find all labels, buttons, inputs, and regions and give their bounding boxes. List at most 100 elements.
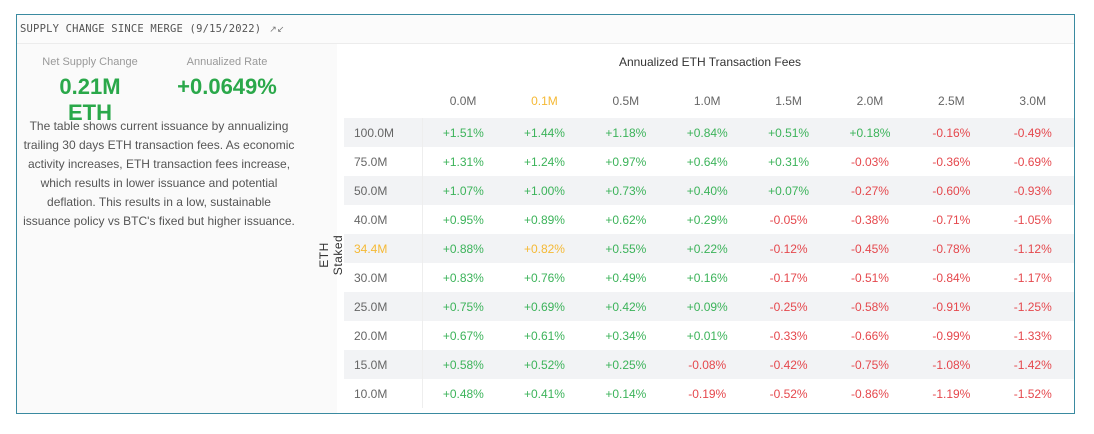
issuance-cell: +0.61% xyxy=(523,328,565,343)
issuance-cell: -1.42% xyxy=(992,350,1074,379)
issuance-cell: -0.71% xyxy=(932,212,971,227)
issuance-cell: +0.51% xyxy=(747,118,830,147)
row-axis-label: ETH Staked xyxy=(317,234,345,276)
issuance-cell: +1.51% xyxy=(422,118,504,147)
column-header-row: 0.0M 0.1M 0.5M 1.0M 1.5M 2.0M 2.5M 3.0M xyxy=(344,84,1074,118)
summary-panel: Net Supply Change 0.21M ETH Annualized R… xyxy=(17,44,337,413)
issuance-cell: -0.17% xyxy=(769,270,808,285)
column-header: 2.5M xyxy=(938,94,965,108)
issuance-cell: +1.24% xyxy=(523,154,565,169)
issuance-cell: -0.91% xyxy=(910,292,993,321)
supply-change-card: SUPPLY CHANGE SINCE MERGE (9/15/2022) ↗↙… xyxy=(16,14,1075,414)
issuance-cell: +0.42% xyxy=(585,292,667,321)
issuance-cell: -1.19% xyxy=(932,386,971,401)
issuance-cell: -0.78% xyxy=(910,234,993,263)
issuance-cell: +0.29% xyxy=(686,212,728,227)
issuance-cell: +0.31% xyxy=(768,154,810,169)
issuance-cell: +0.01% xyxy=(686,328,728,343)
issuance-cell: +0.83% xyxy=(442,270,484,285)
issuance-cell: +0.16% xyxy=(686,270,728,285)
column-header: 0.0M xyxy=(449,94,477,108)
table-row: 34.4M +0.88% +0.82% +0.55% +0.22% -0.12% -0.45… xyxy=(344,234,1074,263)
collapse-arrows-icon[interactable]: ↗↙ xyxy=(269,23,285,34)
issuance-table: 0.0M 0.1M 0.5M 1.0M 1.5M 2.0M 2.5M 3.0M 100.0M +… xyxy=(344,84,1074,408)
issuance-cell: -1.12% xyxy=(992,234,1074,263)
row-label: 75.0M xyxy=(344,147,423,176)
issuance-cell: -0.69% xyxy=(1013,154,1052,169)
issuance-cell: -0.75% xyxy=(829,350,911,379)
issuance-cell: -0.45% xyxy=(829,234,911,263)
issuance-cell: +0.58% xyxy=(422,350,504,379)
issuance-cell: -0.12% xyxy=(747,234,830,263)
issuance-cell: -0.16% xyxy=(910,118,993,147)
issuance-cell: +0.75% xyxy=(422,292,504,321)
table-row: 20.0M +0.67% +0.61% +0.34% +0.01% -0.33% -0.66… xyxy=(344,321,1074,350)
issuance-cell: -0.03% xyxy=(850,154,889,169)
issuance-cell: +0.18% xyxy=(829,118,911,147)
issuance-cell: -1.25% xyxy=(992,292,1074,321)
issuance-cell: +0.52% xyxy=(503,350,586,379)
issuance-cell: -0.33% xyxy=(769,328,808,343)
issuance-cell: +0.48% xyxy=(442,386,484,401)
issuance-cell: -1.05% xyxy=(1013,212,1052,227)
issuance-cell: -0.99% xyxy=(932,328,971,343)
issuance-cell: +1.18% xyxy=(585,118,667,147)
card-title: SUPPLY CHANGE SINCE MERGE (9/15/2022) xyxy=(20,23,262,35)
issuance-cell: +0.82% xyxy=(503,234,586,263)
table-row: 30.0M +0.83% +0.76% +0.49% +0.16% -0.17% -0.51… xyxy=(344,263,1074,292)
issuance-cell: +1.00% xyxy=(503,176,586,205)
column-header: 0.1M xyxy=(531,94,558,108)
issuance-cell: +0.62% xyxy=(605,212,647,227)
annualized-rate-stat: Annualized Rate +0.0649% xyxy=(167,56,287,100)
issuance-cell: -0.60% xyxy=(910,176,993,205)
row-label: 50.0M xyxy=(344,176,423,205)
row-label: 100.0M xyxy=(344,118,423,147)
annualized-rate-value: +0.0649% xyxy=(177,74,277,99)
row-label: 40.0M xyxy=(344,205,423,234)
card-header: SUPPLY CHANGE SINCE MERGE (9/15/2022) ↗↙ xyxy=(17,15,1074,44)
issuance-cell: +0.73% xyxy=(585,176,667,205)
issuance-cell: +1.31% xyxy=(442,154,484,169)
issuance-cell: +0.22% xyxy=(666,234,748,263)
issuance-cell: +1.07% xyxy=(422,176,504,205)
issuance-cell: -0.93% xyxy=(992,176,1074,205)
description: The table shows current issuance by annu… xyxy=(23,119,295,228)
table-row: 10.0M +0.48% +0.41% +0.14% -0.19% -0.52% -0.86… xyxy=(344,379,1074,408)
issuance-cell: -0.36% xyxy=(932,154,971,169)
issuance-cell: +1.44% xyxy=(503,118,586,147)
issuance-cell: +0.55% xyxy=(585,234,667,263)
issuance-cell: -0.84% xyxy=(932,270,971,285)
row-label: 15.0M xyxy=(344,350,423,379)
row-label: 10.0M xyxy=(344,379,423,408)
issuance-cell: +0.41% xyxy=(523,386,565,401)
column-header: 1.5M xyxy=(775,94,802,108)
issuance-cell: -0.08% xyxy=(666,350,748,379)
issuance-cell: +0.97% xyxy=(605,154,647,169)
issuance-cell: +0.76% xyxy=(523,270,565,285)
column-header: 3.0M xyxy=(1019,94,1047,108)
net-supply-stat: Net Supply Change 0.21M ETH xyxy=(35,56,145,126)
row-label: 30.0M xyxy=(344,263,423,292)
issuance-cell: -0.58% xyxy=(829,292,911,321)
row-label: 25.0M xyxy=(344,292,423,321)
table-row: 15.0M +0.58% +0.52% +0.25% -0.08% -0.42% -0.75… xyxy=(344,350,1074,379)
issuance-cell: +0.09% xyxy=(666,292,748,321)
table-row: 40.0M +0.95% +0.89% +0.62% +0.29% -0.05% -0.38… xyxy=(344,205,1074,234)
issuance-cell: -0.38% xyxy=(850,212,889,227)
issuance-cell: +0.95% xyxy=(442,212,484,227)
issuance-cell: -0.66% xyxy=(850,328,889,343)
issuance-cell: +0.89% xyxy=(523,212,565,227)
table-title: Annualized ETH Transaction Fees xyxy=(618,55,802,69)
issuance-cell: +0.69% xyxy=(503,292,586,321)
row-label: 34.4M xyxy=(344,234,423,263)
issuance-cell: -1.08% xyxy=(910,350,993,379)
issuance-cell: -0.19% xyxy=(688,386,727,401)
table-row: 50.0M +1.07% +1.00% +0.73% +0.40% +0.07% -0.27… xyxy=(344,176,1074,205)
issuance-cell: +0.07% xyxy=(747,176,830,205)
issuance-cell: -0.25% xyxy=(747,292,830,321)
issuance-cell: +0.40% xyxy=(666,176,748,205)
issuance-cell: -1.17% xyxy=(1013,270,1052,285)
issuance-cell: +0.67% xyxy=(442,328,484,343)
column-header: 0.5M xyxy=(612,94,640,108)
issuance-cell: -1.33% xyxy=(1013,328,1052,343)
